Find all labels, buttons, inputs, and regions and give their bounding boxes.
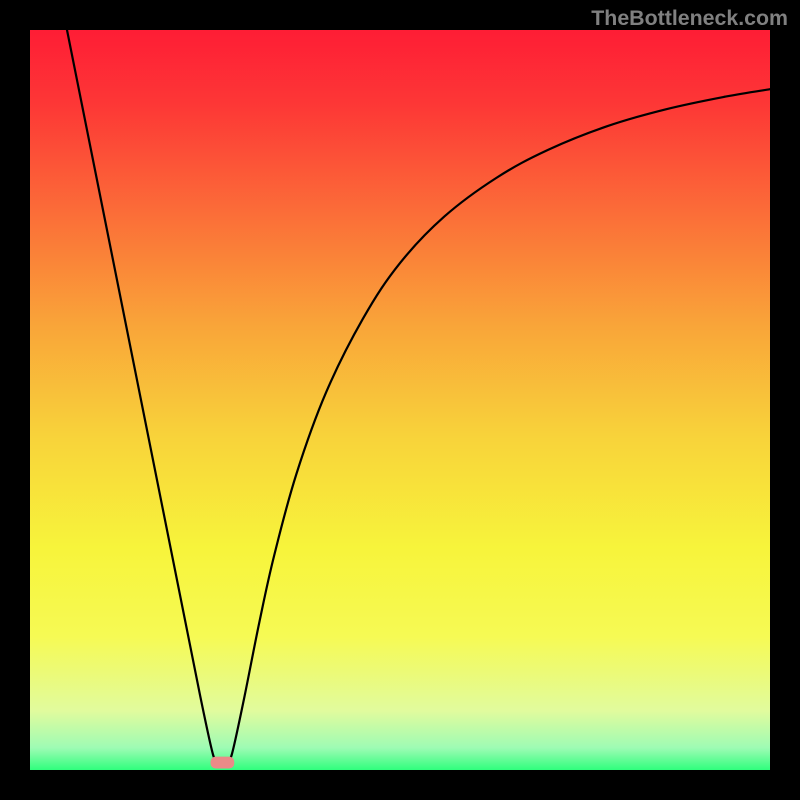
- watermark-text: TheBottleneck.com: [591, 6, 788, 31]
- chart-svg: [0, 0, 800, 800]
- minimum-marker: [211, 757, 235, 769]
- chart-root: TheBottleneck.com: [0, 0, 800, 800]
